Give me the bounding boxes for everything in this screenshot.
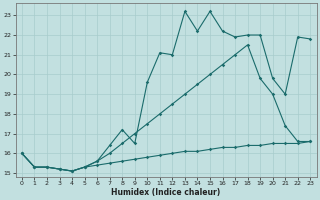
X-axis label: Humidex (Indice chaleur): Humidex (Indice chaleur) <box>111 188 221 197</box>
